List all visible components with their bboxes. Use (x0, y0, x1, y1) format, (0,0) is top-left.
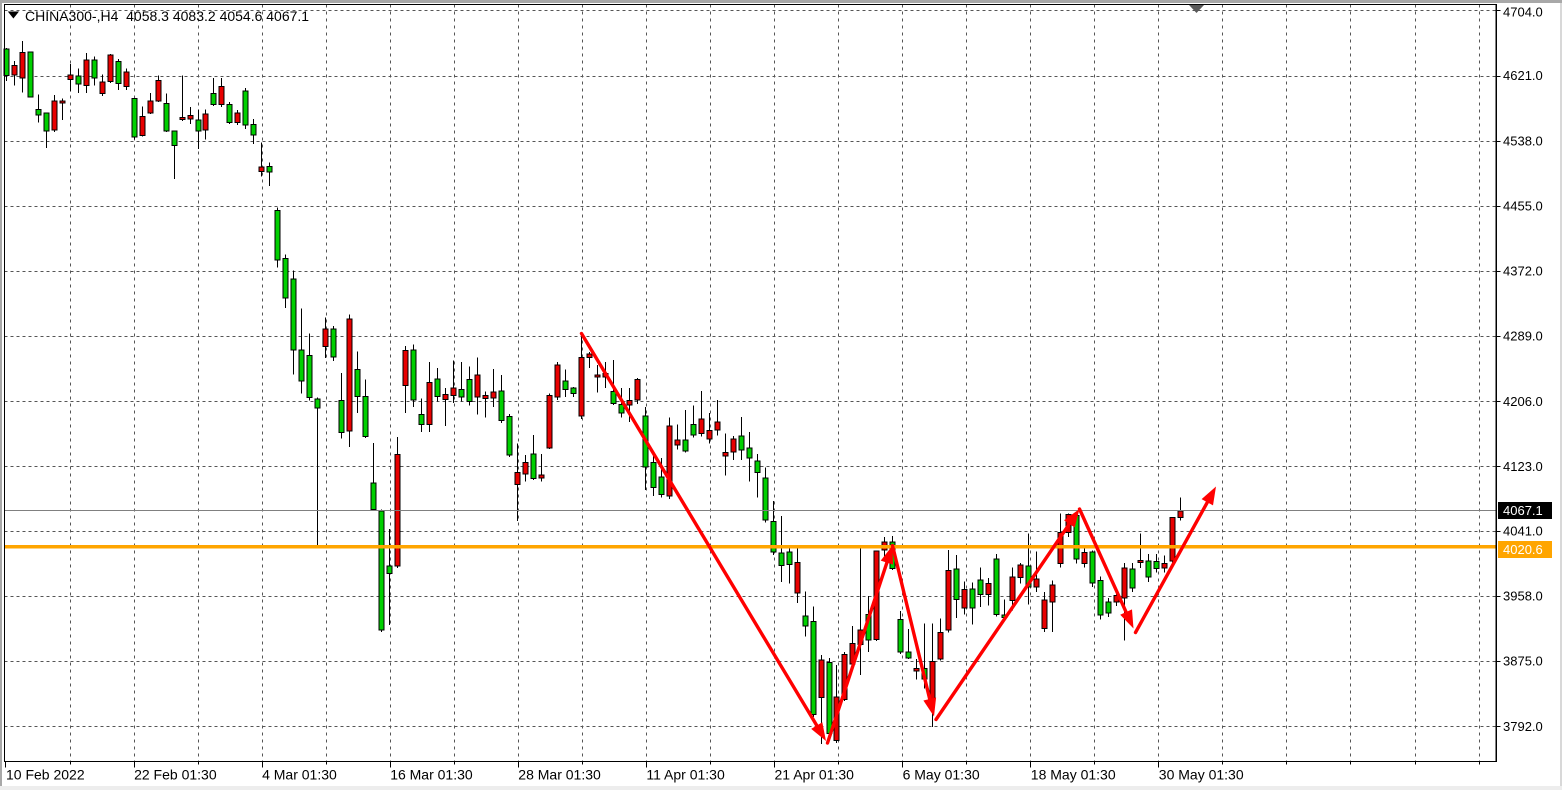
svg-text:6 May 01:30: 6 May 01:30 (903, 767, 980, 783)
svg-text:4067.1: 4067.1 (1503, 503, 1543, 518)
svg-text:3792.0: 3792.0 (1503, 719, 1543, 734)
svg-text:22 Feb 01:30: 22 Feb 01:30 (134, 767, 217, 783)
svg-text:4538.0: 4538.0 (1503, 133, 1543, 148)
svg-text:4 Mar 01:30: 4 Mar 01:30 (262, 767, 337, 783)
svg-text:28 Mar 01:30: 28 Mar 01:30 (518, 767, 601, 783)
svg-text:4041.0: 4041.0 (1503, 523, 1543, 538)
svg-text:10 Feb 2022: 10 Feb 2022 (6, 767, 85, 783)
svg-text:4020.6: 4020.6 (1503, 542, 1543, 557)
svg-text:3958.0: 3958.0 (1503, 589, 1543, 604)
svg-text:4123.0: 4123.0 (1503, 459, 1543, 474)
svg-text:16 Mar 01:30: 16 Mar 01:30 (390, 767, 473, 783)
svg-text:30 May 01:30: 30 May 01:30 (1159, 767, 1244, 783)
svg-text:4372.0: 4372.0 (1503, 264, 1543, 279)
svg-text:11 Apr 01:30: 11 Apr 01:30 (646, 767, 725, 783)
svg-text:4289.0: 4289.0 (1503, 329, 1543, 344)
svg-text:CHINA300-,H4 4058.3 4083.2 40: CHINA300-,H4 4058.3 4083.2 4054.6 4067.1 (25, 8, 309, 24)
svg-text:4621.0: 4621.0 (1503, 68, 1543, 83)
svg-text:18 May 01:30: 18 May 01:30 (1031, 767, 1116, 783)
svg-text:4455.0: 4455.0 (1503, 198, 1543, 213)
svg-text:4206.0: 4206.0 (1503, 394, 1543, 409)
svg-text:4704.0: 4704.0 (1503, 5, 1543, 20)
svg-text:3875.0: 3875.0 (1503, 654, 1543, 669)
svg-text:21 Apr 01:30: 21 Apr 01:30 (775, 767, 855, 783)
